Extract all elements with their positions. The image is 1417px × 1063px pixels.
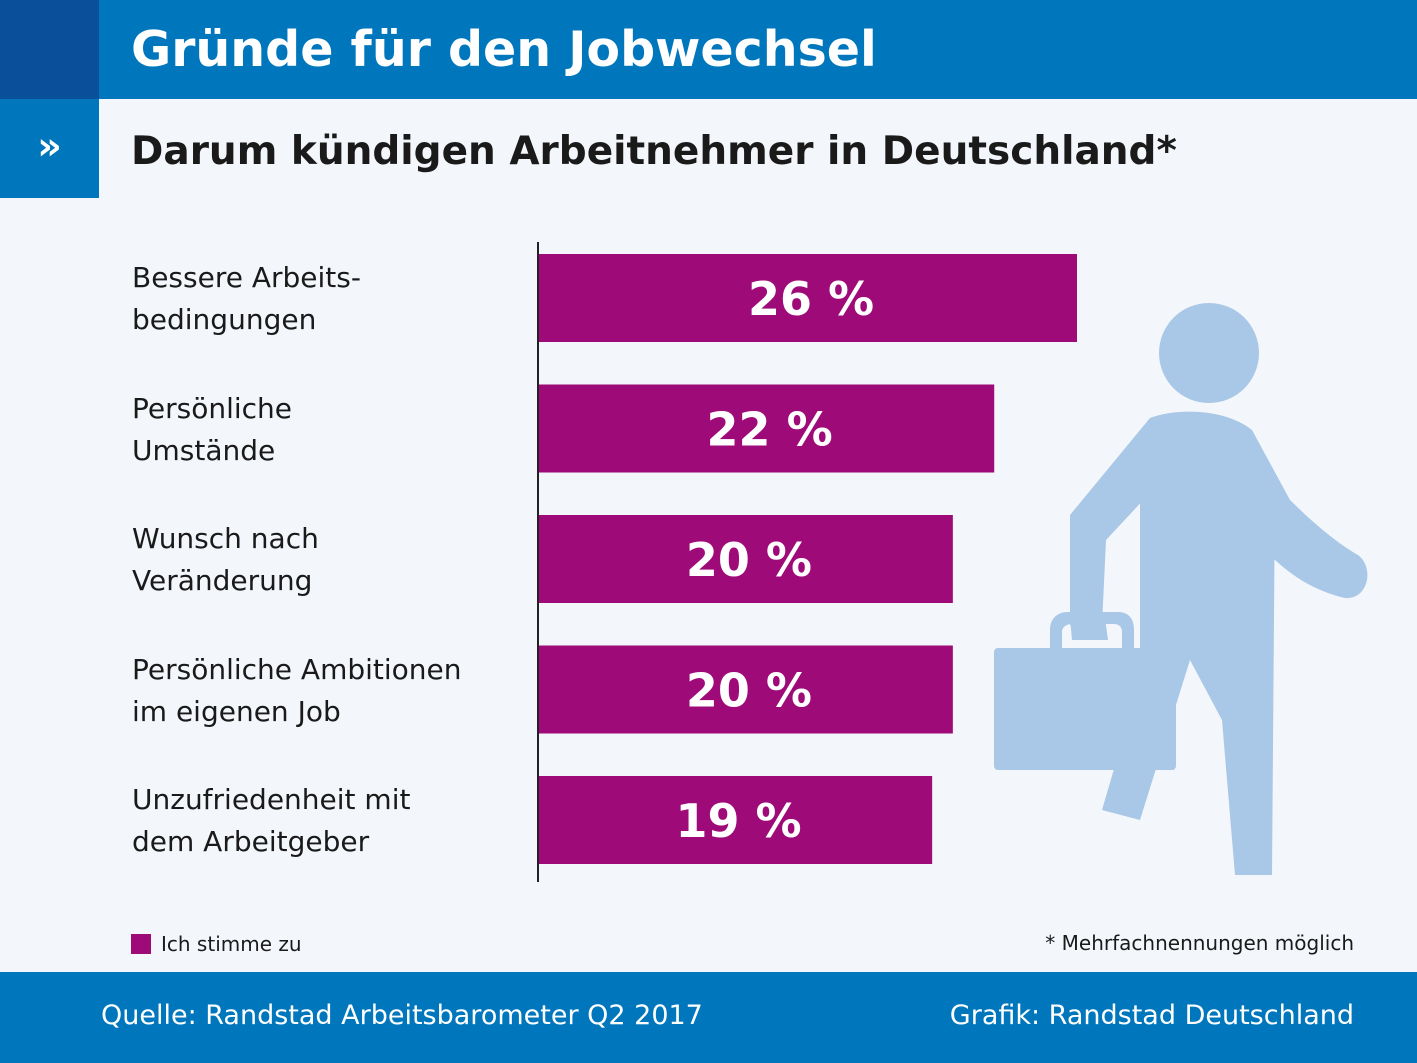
bar-value-label: 20 %: [686, 533, 812, 587]
category-label: Persönliche Umstände: [132, 391, 293, 467]
page-title: Gründe für den Jobwechsel: [131, 21, 877, 78]
bar: [539, 384, 995, 473]
category-label: Unzufriedenheit mit dem Arbeitgeber: [132, 783, 411, 858]
bar: [539, 254, 1077, 342]
credit-text: Grafik: Randstad Deutschland: [949, 1000, 1354, 1031]
footnote: * Mehrfachnennungen möglich: [1045, 931, 1354, 955]
bar-value-label: 22 %: [707, 403, 833, 457]
footer-bar: [0, 972, 1417, 1063]
legend: Ich stimme zu: [131, 932, 302, 956]
bar: [539, 776, 933, 864]
bar: [539, 515, 953, 603]
walking-person-with-briefcase-icon: [994, 303, 1368, 875]
header-corner: [0, 0, 99, 99]
header-bar: [0, 0, 1417, 99]
bar-value-label: 20 %: [686, 664, 812, 718]
bar-value-label: 19 %: [676, 794, 802, 848]
category-label: Wunsch nach Veränderung: [132, 522, 319, 597]
double-chevron-icon: »: [0, 99, 99, 198]
chart-subtitle: Darum kündigen Arbeitnehmer in Deutschla…: [131, 129, 1177, 174]
category-label: Bessere Arbeits- bedingungen: [132, 261, 361, 336]
bar-value-label: 26 %: [748, 272, 874, 326]
legend-label: Ich stimme zu: [161, 932, 302, 956]
source-text: Quelle: Randstad Arbeitsbarometer Q2 201…: [101, 1000, 703, 1031]
category-label: Persönliche Ambitionen im eigenen Job: [132, 652, 462, 728]
bar: [539, 645, 953, 734]
legend-swatch: [131, 934, 151, 954]
